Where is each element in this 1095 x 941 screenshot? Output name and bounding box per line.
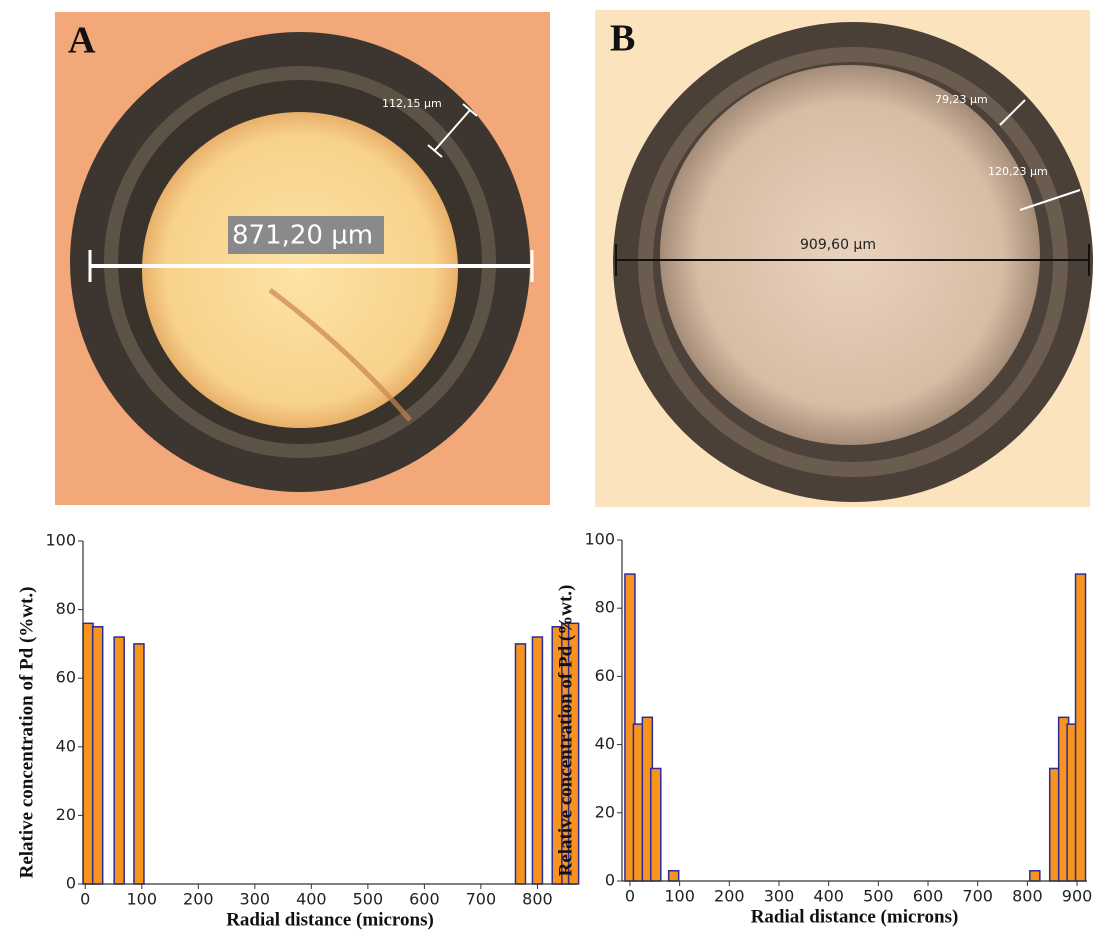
y-tick-label: 100	[45, 531, 76, 550]
bar	[133, 643, 145, 885]
y-tick-label: 40	[56, 736, 76, 755]
bar	[650, 767, 662, 882]
x-tick-label: 300	[764, 887, 795, 906]
bar	[1029, 870, 1041, 882]
x-tick-label: 800	[522, 890, 553, 909]
x-tick-label: 400	[813, 887, 844, 906]
micrograph-a: A 112,15 µm 871,20 µm	[55, 12, 550, 505]
x-tick-label: 500	[863, 887, 894, 906]
bar	[113, 636, 125, 885]
x-tick-label: 700	[962, 887, 993, 906]
panel-label: B	[610, 18, 635, 60]
x-axis-label: Radial distance (microns)	[226, 909, 434, 930]
y-tick-label: 60	[595, 666, 615, 685]
bar	[531, 636, 544, 885]
x-tick-label: 400	[296, 890, 327, 909]
bar	[82, 622, 94, 885]
y-tick-label: 20	[595, 802, 615, 821]
bar	[667, 870, 680, 882]
y-tick-label: 80	[56, 599, 76, 618]
y-tick-label: 60	[56, 668, 76, 687]
x-axis-label: Radial distance (microns)	[751, 906, 959, 927]
panel-label: A	[68, 20, 96, 62]
x-tick-label: 0	[80, 890, 90, 909]
x-tick-label: 200	[183, 890, 214, 909]
annotation: 112,15 µm	[382, 97, 442, 110]
x-tick-label: 100	[664, 887, 695, 906]
y-tick-label: 80	[595, 598, 615, 617]
x-tick-label: 200	[714, 887, 745, 906]
x-tick-label: 300	[240, 890, 271, 909]
x-tick-label: 900	[1062, 887, 1093, 906]
annotation: 909,60 µm	[800, 237, 876, 253]
y-tick-label: 0	[66, 874, 76, 893]
x-tick-label: 500	[353, 890, 384, 909]
annotation: 120,23 µm	[988, 165, 1048, 178]
y-tick-label: 100	[584, 530, 615, 549]
annotation: 871,20 µm	[232, 221, 373, 251]
y-axis-label: Relative concentration of Pd (%wt.)	[16, 587, 37, 879]
y-axis-label: Relative concentration of Pd (%wt.)	[555, 585, 576, 877]
y-tick-label: 40	[595, 734, 615, 753]
annotation: 79,23 µm	[935, 93, 988, 106]
micrograph-b: B 79,23 µm 120,23 µm 909,60 µm	[595, 10, 1093, 507]
x-tick-label: 100	[127, 890, 158, 909]
y-tick-label: 0	[605, 871, 615, 890]
x-tick-label: 600	[913, 887, 944, 906]
bar	[1074, 573, 1087, 882]
bar	[514, 643, 527, 885]
x-tick-label: 800	[1012, 887, 1043, 906]
bar	[91, 626, 104, 885]
x-tick-label: 0	[625, 887, 635, 906]
x-tick-label: 600	[409, 890, 440, 909]
y-tick-label: 20	[56, 805, 76, 824]
x-tick-label: 700	[466, 890, 497, 909]
